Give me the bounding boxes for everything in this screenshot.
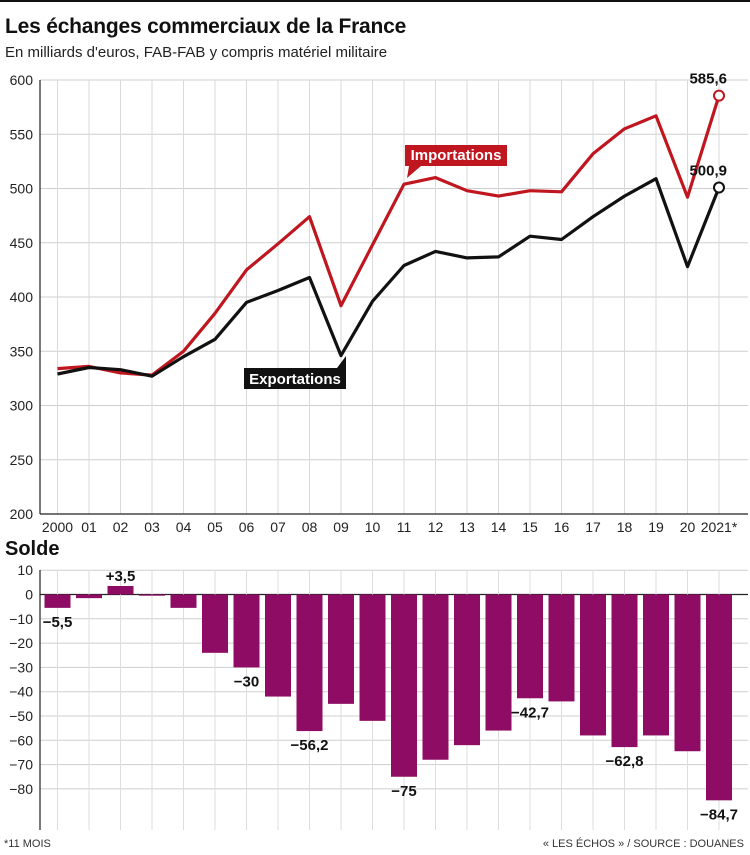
chart-title: Les échanges commerciaux de la France [5, 15, 407, 38]
line-xtick-label: 06 [239, 519, 255, 535]
bar-data-label: −62,8 [606, 753, 644, 770]
line-xtick-label: 14 [491, 519, 507, 535]
line-xtick-label: 01 [81, 519, 97, 535]
bar-07 [265, 594, 291, 697]
bar-ytick-label: −50 [9, 708, 33, 724]
bar-data-label: −30 [234, 673, 259, 690]
line-chart-series [57, 89, 725, 378]
bar-data-label: +3,5 [106, 568, 136, 585]
bar-ytick-label: −40 [9, 684, 33, 700]
line-ytick-label: 250 [10, 452, 34, 468]
bar-05 [202, 594, 228, 653]
bar-ytick-label: −70 [9, 757, 33, 773]
line-ytick-label: 450 [10, 235, 34, 251]
exportations-tag-label: Exportations [249, 371, 341, 388]
bar-data-label: −56,2 [291, 737, 329, 754]
bar-18 [611, 594, 638, 748]
bar-ytick-label: −80 [9, 781, 33, 797]
importations-tag-label: Importations [411, 147, 502, 164]
bar-13 [454, 594, 480, 746]
bar-15 [517, 594, 543, 699]
bar-data-label: −5,5 [43, 614, 73, 631]
line-xtick-label: 09 [333, 519, 349, 535]
line-xtick-label: 2021* [701, 519, 738, 535]
line-xtick-label: 10 [365, 519, 381, 535]
bar-11 [391, 594, 417, 777]
line-xtick-label: 12 [428, 519, 444, 535]
bar-ytick-label: −60 [9, 732, 33, 748]
line-ytick-label: 200 [10, 506, 34, 522]
bar-chart-bars [44, 585, 732, 801]
bar-03 [139, 594, 165, 596]
line-ytick-label: 550 [10, 126, 34, 142]
bar-ytick-label: −20 [9, 635, 33, 651]
series-endpoint [713, 181, 725, 194]
bar-01 [76, 594, 102, 599]
bar-12 [422, 594, 449, 760]
exportations-tag-bg [244, 356, 346, 389]
series-line-exportations [57, 177, 721, 378]
bar-20 [674, 594, 701, 752]
series-endpoint [713, 89, 725, 102]
bar-2000 [44, 594, 71, 608]
chart-subtitle: En milliards d'euros, FAB-FAB y compris … [5, 44, 388, 61]
line-xtick-label: 13 [459, 519, 475, 535]
line-xtick-label: 07 [270, 519, 286, 535]
bar-2021* [706, 594, 732, 801]
line-chart-axis: 200 250 300 350 400 450 500 550 600 2000 01 02 03 04 0… [10, 72, 748, 535]
line-ytick-label: 300 [10, 398, 34, 414]
bar-06 [233, 594, 260, 668]
line-data-label: 500,9 [689, 163, 727, 180]
bar-09 [328, 594, 354, 704]
importations-tag-bg [405, 145, 507, 178]
line-xtick-label: 18 [617, 519, 633, 535]
line-ytick-label: 350 [10, 343, 34, 359]
bar-14 [485, 594, 512, 731]
bar-16 [548, 594, 575, 702]
line-xtick-label: 19 [648, 519, 664, 535]
bar-ytick-label: −30 [9, 659, 33, 675]
line-ytick-label: 400 [10, 289, 34, 305]
bar-04 [170, 594, 197, 608]
source-credit: « LES ÉCHOS » / SOURCE : DOUANES [542, 838, 744, 850]
line-chart-labels: 585,6 500,9 Importations Exportations [244, 71, 727, 389]
bar-ytick-label: 10 [17, 562, 33, 578]
bar-ytick-label: 0 [25, 587, 33, 603]
line-ytick-label: 600 [10, 72, 34, 88]
line-xtick-label: 04 [176, 519, 192, 535]
bar-data-label: −75 [391, 783, 416, 800]
bar-data-label: −84,7 [700, 806, 738, 823]
line-xtick-label: 11 [397, 519, 412, 535]
bar-17 [580, 594, 606, 736]
bar-10 [359, 594, 386, 721]
line-chart-grid [40, 79, 748, 515]
line-xtick-label: 05 [207, 519, 223, 535]
line-xtick-label: 15 [522, 519, 538, 535]
footnote: *11 MOIS [4, 838, 51, 850]
bar-ytick-label: −10 [9, 611, 33, 627]
bar-02 [107, 585, 134, 595]
line-data-label: 585,6 [689, 71, 727, 88]
bar-08 [296, 594, 323, 732]
bar-19 [643, 594, 669, 736]
line-xtick-label: 16 [554, 519, 570, 535]
solde-title: Solde [5, 538, 60, 560]
line-xtick-label: 02 [113, 519, 129, 535]
bar-data-label: −42,7 [511, 704, 549, 721]
top-rule [0, 0, 750, 2]
series-line-importations [57, 95, 721, 377]
bar-chart-labels: −5,5 +3,5 −30 −56,2 −75 −42,7 −62,8 −84,7 [43, 568, 738, 823]
line-xtick-label: 17 [585, 519, 601, 535]
line-xtick-label: 08 [302, 519, 318, 535]
line-xtick-label: 03 [144, 519, 160, 535]
line-ytick-label: 500 [10, 181, 34, 197]
line-xtick-label: 20 [680, 519, 696, 535]
line-xtick-label: 2000 [42, 519, 73, 535]
